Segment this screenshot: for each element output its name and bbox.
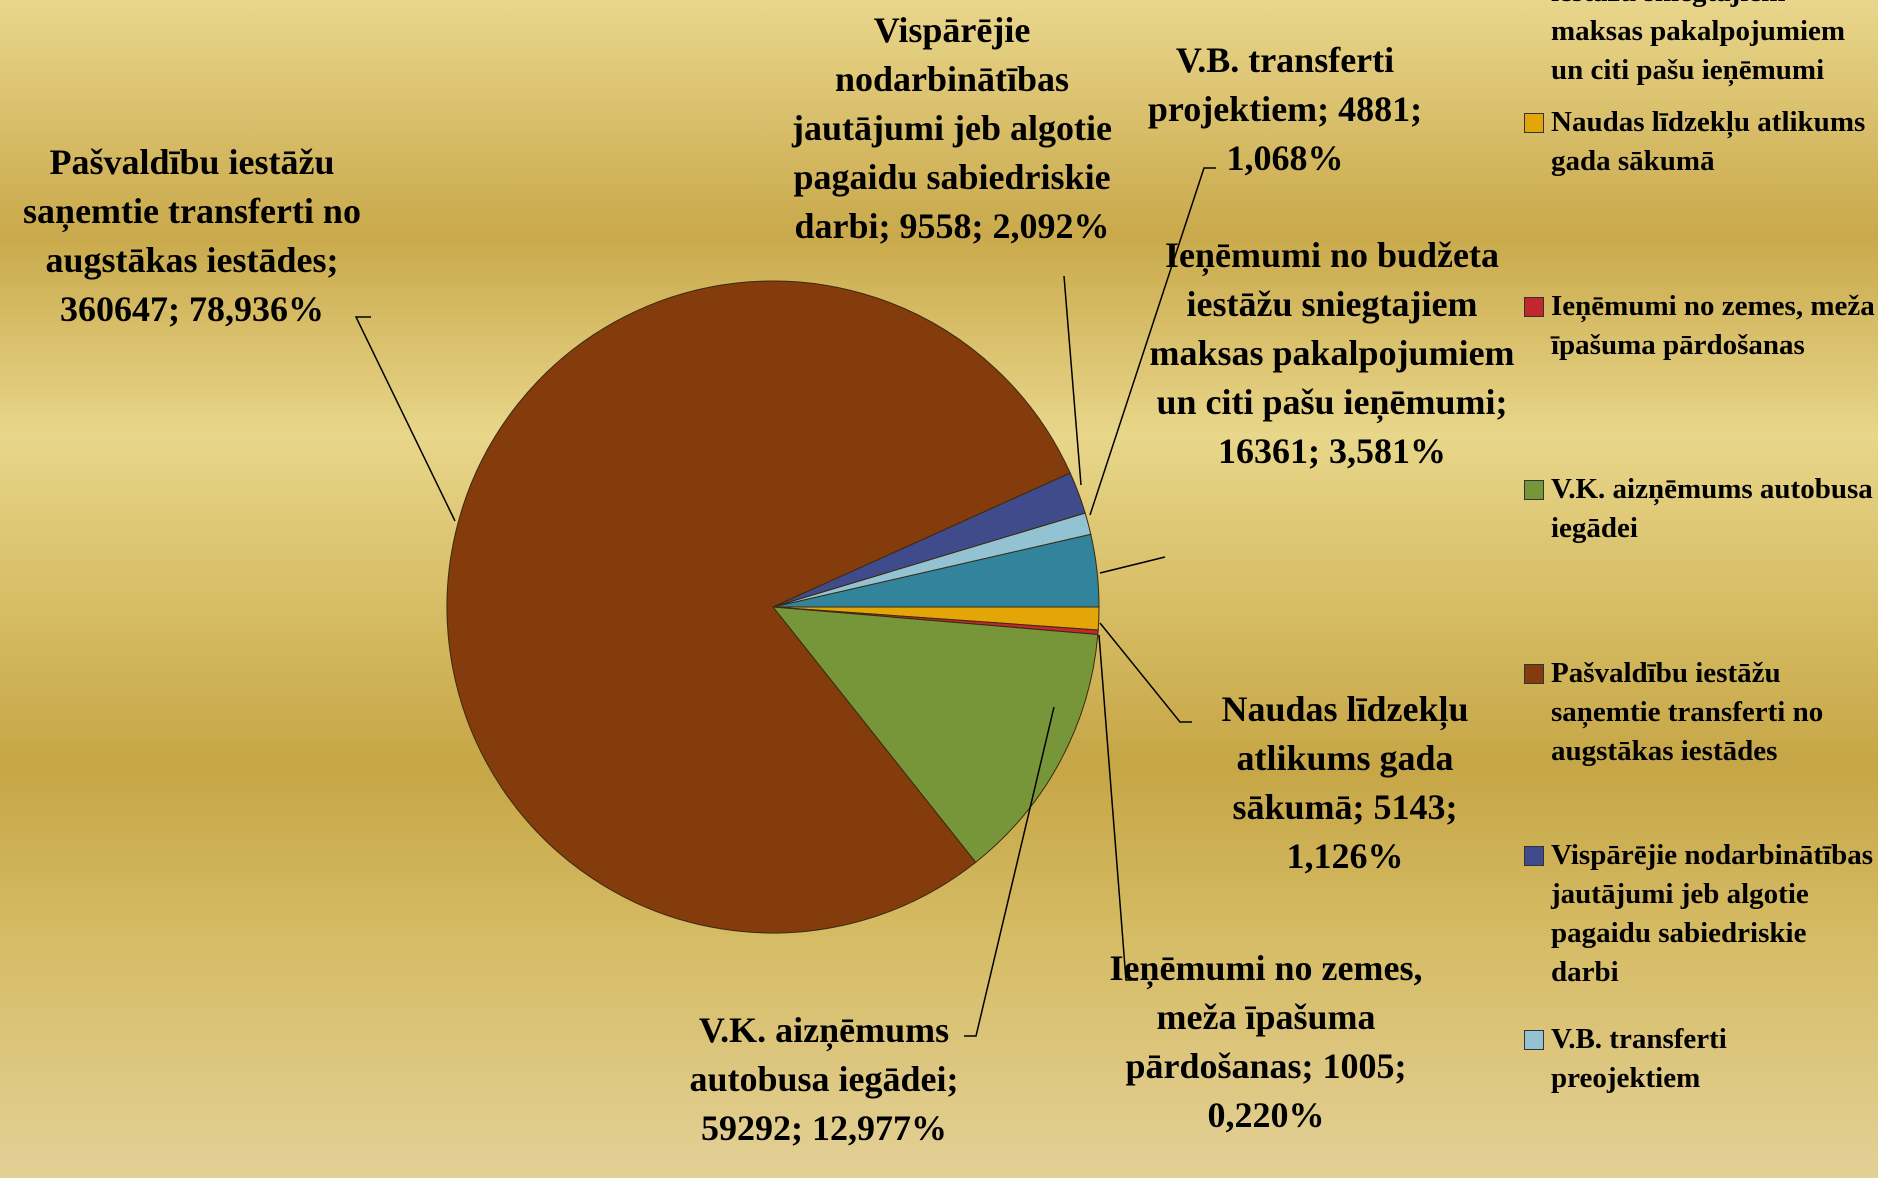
legend-label: Naudas līdzekļu atlikums gada sākumā <box>1551 106 1866 177</box>
leader-line <box>964 706 1055 1037</box>
leader-line <box>1099 556 1166 574</box>
legend-swatch <box>1524 1030 1544 1050</box>
leader-line <box>1098 634 1138 981</box>
legend-swatch <box>1524 113 1544 133</box>
leader-line <box>1089 167 1216 516</box>
legend-label: Vispārējie nodarbinātības jautājumi jeb … <box>1551 839 1873 988</box>
data-label: Vispārējie nodarbinātības jautājumi jeb … <box>792 10 1112 246</box>
legend-label: Ieņēmumi no budžeta iestāžu sniegtajiem … <box>1551 0 1846 86</box>
data-label: Ieņēmumi no budžeta iestāžu sniegtajiem … <box>1149 235 1515 471</box>
legend-swatch <box>1524 480 1544 500</box>
pie-slice <box>446 280 1071 934</box>
leader-line <box>1063 275 1082 486</box>
pie-slice <box>772 512 1092 608</box>
legend-label: V.K. aizņēmums autobusa iegādei <box>1551 473 1873 544</box>
legend-swatch <box>1524 297 1544 317</box>
data-label: V.B. transferti projektiem; 4881; 1,068% <box>1147 40 1423 178</box>
legend-label: Pašvaldību iestāžu saņemtie transferti n… <box>1551 657 1824 767</box>
pie-slice <box>771 606 1099 864</box>
data-label: Pašvaldību iestāžu saņemtie transferti n… <box>23 142 361 329</box>
legend-swatch <box>1524 664 1544 684</box>
legend-swatch <box>1524 846 1544 866</box>
data-label: Ieņēmumi no zemes, meža īpašuma pārdošan… <box>1109 948 1423 1135</box>
data-label: Naudas līdzekļu atlikums gada sākumā; 51… <box>1221 689 1469 876</box>
data-label: V.K. aizņēmums autobusa iegādei; 59292; … <box>689 1010 959 1148</box>
leader-line <box>1099 622 1192 723</box>
leader-line <box>354 316 456 522</box>
legend-label: Ieņēmumi no zemes, meža īpašuma pārdošan… <box>1551 290 1875 361</box>
legend-label: V.B. transferti preojektiem <box>1551 1023 1727 1094</box>
